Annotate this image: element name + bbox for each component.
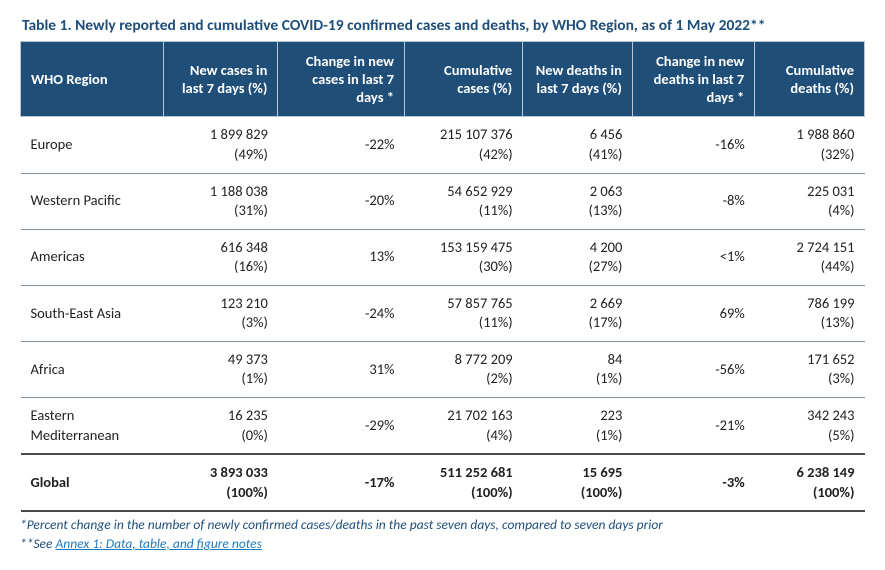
cell-cum-cases: 215 107 376 (42%) bbox=[405, 117, 523, 173]
cell-cum-cases: 57 857 765 (11%) bbox=[405, 285, 523, 341]
table-row-total: Global 3 893 033 (100%) -17% 511 252 681… bbox=[21, 454, 865, 511]
table-row: Eastern Mediterranean 16 235 (0%) -29% 2… bbox=[21, 398, 865, 455]
cell-new-deaths: 4 200 (27%) bbox=[523, 229, 633, 285]
cell-new-cases: 16 235 (0%) bbox=[164, 398, 278, 455]
cell-cum-deaths: 6 238 149 (100%) bbox=[755, 454, 865, 511]
col-header-region: WHO Region bbox=[21, 42, 164, 117]
cell-chg-cases: -22% bbox=[278, 117, 405, 173]
table-row: South-East Asia 123 210 (3%) -24% 57 857… bbox=[21, 285, 865, 341]
cell-cum-deaths: 786 199 (13%) bbox=[755, 285, 865, 341]
cell-chg-cases: 31% bbox=[278, 341, 405, 397]
cell-new-cases: 3 893 033 (100%) bbox=[164, 454, 278, 511]
col-header-chg-deaths: Change in new deaths in last 7 days * bbox=[632, 42, 754, 117]
table-title: Table 1. Newly reported and cumulative C… bbox=[22, 16, 865, 35]
cell-new-deaths: 2 063 (13%) bbox=[523, 173, 633, 229]
cell-chg-deaths: -56% bbox=[632, 341, 754, 397]
cell-chg-deaths: -21% bbox=[632, 398, 754, 455]
cell-cum-cases: 21 702 163 (4%) bbox=[405, 398, 523, 455]
cell-cum-deaths: 2 724 151 (44%) bbox=[755, 229, 865, 285]
footnote-1: *Percent change in the number of newly c… bbox=[20, 516, 865, 535]
cell-cum-deaths: 342 243 (5%) bbox=[755, 398, 865, 455]
cell-new-cases: 616 348 (16%) bbox=[164, 229, 278, 285]
cell-chg-cases: -29% bbox=[278, 398, 405, 455]
cell-new-cases: 49 373 (1%) bbox=[164, 341, 278, 397]
annex-link[interactable]: Annex 1: Data, table, and figure notes bbox=[56, 535, 262, 552]
cell-cum-cases: 8 772 209 (2%) bbox=[405, 341, 523, 397]
cell-cum-deaths: 225 031 (4%) bbox=[755, 173, 865, 229]
cell-new-deaths: 6 456 (41%) bbox=[523, 117, 633, 173]
cell-chg-cases: -24% bbox=[278, 285, 405, 341]
cell-new-cases: 123 210 (3%) bbox=[164, 285, 278, 341]
cell-region: Western Pacific bbox=[21, 173, 164, 229]
col-header-cum-deaths: Cumulative deaths (%) bbox=[755, 42, 865, 117]
footnotes: *Percent change in the number of newly c… bbox=[20, 516, 865, 554]
cell-cum-cases: 511 252 681 (100%) bbox=[405, 454, 523, 511]
cell-chg-cases: -20% bbox=[278, 173, 405, 229]
cell-region: South-East Asia bbox=[21, 285, 164, 341]
col-header-cum-cases: Cumulative cases (%) bbox=[405, 42, 523, 117]
footnote-2-prefix: **See bbox=[20, 535, 56, 552]
cell-new-cases: 1 188 038 (31%) bbox=[164, 173, 278, 229]
cell-region: Global bbox=[21, 454, 164, 511]
col-header-new-cases: New cases in last 7 days (%) bbox=[164, 42, 278, 117]
cell-chg-cases: 13% bbox=[278, 229, 405, 285]
cell-cum-deaths: 1 988 860 (32%) bbox=[755, 117, 865, 173]
cell-cum-deaths: 171 652 (3%) bbox=[755, 341, 865, 397]
table-row: Africa 49 373 (1%) 31% 8 772 209 (2%) 84… bbox=[21, 341, 865, 397]
header-row: WHO Region New cases in last 7 days (%) … bbox=[21, 42, 865, 117]
cell-chg-deaths: 69% bbox=[632, 285, 754, 341]
table-row: Americas 616 348 (16%) 13% 153 159 475 (… bbox=[21, 229, 865, 285]
table-body: Europe 1 899 829 (49%) -22% 215 107 376 … bbox=[21, 117, 865, 511]
cell-chg-deaths: -3% bbox=[632, 454, 754, 511]
col-header-chg-cases: Change in new cases in last 7 days * bbox=[278, 42, 405, 117]
covid-table: WHO Region New cases in last 7 days (%) … bbox=[20, 41, 865, 512]
cell-new-deaths: 15 695 (100%) bbox=[523, 454, 633, 511]
cell-new-deaths: 2 669 (17%) bbox=[523, 285, 633, 341]
cell-chg-deaths: <1% bbox=[632, 229, 754, 285]
footnote-2: **See Annex 1: Data, table, and figure n… bbox=[20, 535, 865, 554]
table-row: Western Pacific 1 188 038 (31%) -20% 54 … bbox=[21, 173, 865, 229]
cell-cum-cases: 153 159 475 (30%) bbox=[405, 229, 523, 285]
cell-region: Africa bbox=[21, 341, 164, 397]
cell-region: Europe bbox=[21, 117, 164, 173]
cell-new-deaths: 84 (1%) bbox=[523, 341, 633, 397]
cell-chg-deaths: -8% bbox=[632, 173, 754, 229]
table-row: Europe 1 899 829 (49%) -22% 215 107 376 … bbox=[21, 117, 865, 173]
cell-chg-cases: -17% bbox=[278, 454, 405, 511]
cell-region: Eastern Mediterranean bbox=[21, 398, 164, 455]
cell-chg-deaths: -16% bbox=[632, 117, 754, 173]
cell-region: Americas bbox=[21, 229, 164, 285]
cell-cum-cases: 54 652 929 (11%) bbox=[405, 173, 523, 229]
col-header-new-deaths: New deaths in last 7 days (%) bbox=[523, 42, 633, 117]
cell-new-deaths: 223 (1%) bbox=[523, 398, 633, 455]
cell-new-cases: 1 899 829 (49%) bbox=[164, 117, 278, 173]
